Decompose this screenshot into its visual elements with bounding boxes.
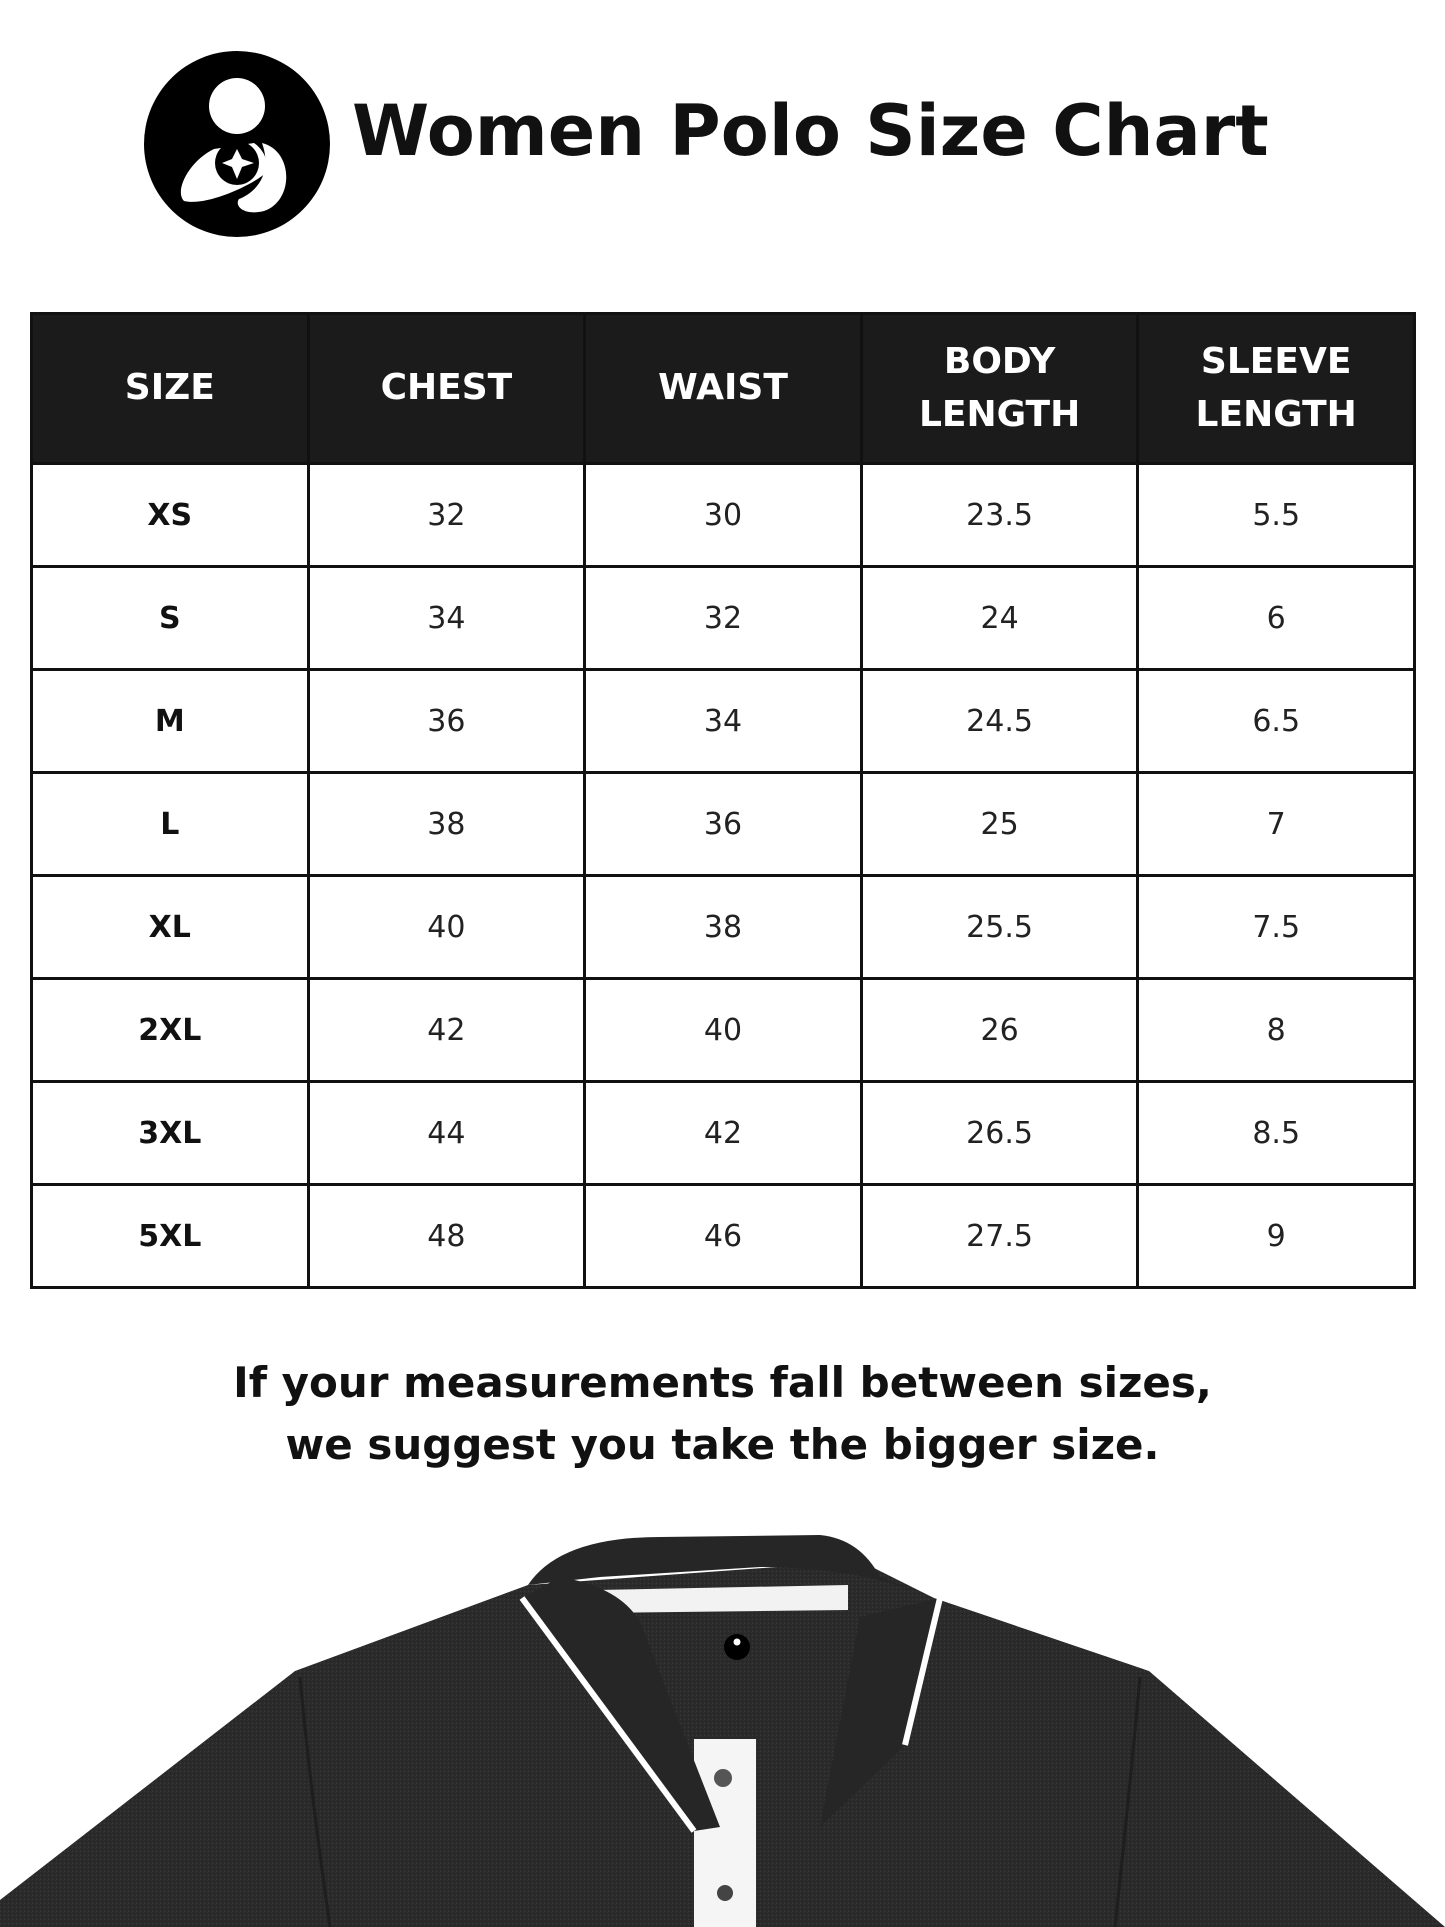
measurement-cell: 26.5 [859,1080,1140,1186]
measurement-cell: 36 [583,771,863,877]
column-header: SLEEVE LENGTH [1136,312,1416,465]
button-icon [717,1885,733,1901]
measurement-cell: 30 [583,462,863,568]
column-header-line: CHEST [380,367,513,409]
column-header-line: SIZE [124,367,215,409]
size-cell: L [30,771,310,877]
page-title: Women Polo Size Chart [352,90,1269,172]
table-row: 2XL 42 40 26 8 [30,977,1416,1083]
measurement-cell: 40 [306,874,587,980]
measurement-cell: 42 [583,1080,863,1186]
measurement-cell: 42 [306,977,587,1083]
polo-shirt-image [0,1535,1445,1927]
measurement-cell: 24 [859,565,1140,671]
column-header-line: LENGTH [918,393,1081,435]
column-header-line: WAIST [658,367,788,409]
measurement-cell: 25 [859,771,1140,877]
sizing-note-line-2: we suggest you take the bigger size. [285,1420,1160,1469]
measurement-cell: 36 [306,668,587,774]
size-cell: XS [30,462,310,568]
measurement-cell: 34 [583,668,863,774]
measurement-cell: 34 [306,565,587,671]
size-chart-table: SIZE CHEST WAIST BODY LENGTH SLEEVE LENGTH XS 3… [30,312,1416,1289]
sizing-note: If your measurements fall between sizes,… [0,1352,1445,1476]
measurement-cell: 23.5 [859,462,1140,568]
measurement-cell: 7.5 [1136,874,1416,980]
measurement-cell: 44 [306,1080,587,1186]
measurement-cell: 38 [306,771,587,877]
sizing-note-line-1: If your measurements fall between sizes, [233,1358,1212,1407]
column-header: CHEST [306,312,587,465]
measurement-cell: 6.5 [1136,668,1416,774]
size-cell: M [30,668,310,774]
collar-right [820,1598,940,1827]
table-row: M 36 34 24.5 6.5 [30,668,1416,774]
measurement-cell: 38 [583,874,863,980]
size-cell: XL [30,874,310,980]
measurement-cell: 24.5 [859,668,1140,774]
measurement-cell: 5.5 [1136,462,1416,568]
table-header-row: SIZE CHEST WAIST BODY LENGTH SLEEVE LENGTH [30,312,1416,465]
measurement-cell: 9 [1136,1183,1416,1289]
measurement-cell: 32 [583,565,863,671]
measurement-cell: 8.5 [1136,1080,1416,1186]
size-cell: 3XL [30,1080,310,1186]
measurement-cell: 32 [306,462,587,568]
column-header: BODY LENGTH [859,312,1140,465]
table-row: S 34 32 24 6 [30,565,1416,671]
measurement-cell: 46 [583,1183,863,1289]
measurement-cell: 48 [306,1183,587,1289]
column-header-line: SLEEVE [1200,341,1352,383]
table-row: L 38 36 25 7 [30,771,1416,877]
table-row: 3XL 44 42 26.5 8.5 [30,1080,1416,1186]
measurement-cell: 27.5 [859,1183,1140,1289]
column-header: WAIST [583,312,863,465]
measurement-cell: 40 [583,977,863,1083]
measurement-cell: 25.5 [859,874,1140,980]
size-cell: 5XL [30,1183,310,1289]
column-header: SIZE [30,312,310,465]
button-icon [714,1769,732,1787]
collar-back [528,1535,934,1598]
brand-logo-icon [144,51,330,237]
measurement-cell: 6 [1136,565,1416,671]
neck-tape [596,1585,848,1613]
collar-left [522,1577,720,1831]
column-header-line: LENGTH [1195,393,1357,435]
column-header-line: BODY [943,341,1056,383]
measurement-cell: 8 [1136,977,1416,1083]
chest-logo-icon [724,1634,750,1660]
placket [694,1739,756,1927]
table-row: XS 32 30 23.5 5.5 [30,462,1416,568]
table-row: 5XL 48 46 27.5 9 [30,1183,1416,1289]
measurement-cell: 7 [1136,771,1416,877]
size-cell: S [30,565,310,671]
measurement-cell: 26 [859,977,1140,1083]
table-row: XL 40 38 25.5 7.5 [30,874,1416,980]
size-cell: 2XL [30,977,310,1083]
